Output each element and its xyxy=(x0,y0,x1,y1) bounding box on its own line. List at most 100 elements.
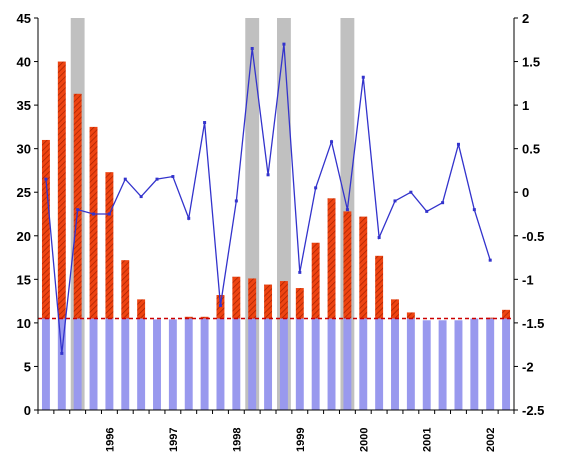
y-left-tick-label: 0 xyxy=(24,403,31,418)
tick-labels: 0 5 10 15 20 25 30 35 40 45 -2.5 -2 -1.5 -1 -0.5 0 0.5 1 1… xyxy=(17,11,545,452)
y-left-tick-label: 15 xyxy=(17,272,31,287)
line-point xyxy=(203,121,207,125)
y-left-tick-label: 40 xyxy=(17,55,31,70)
bar-base xyxy=(391,318,399,410)
y-left-tick-label: 5 xyxy=(24,359,31,374)
bar-excess xyxy=(327,198,336,319)
y-left-tick-label: 25 xyxy=(17,185,31,200)
line-point xyxy=(456,142,460,146)
line-point xyxy=(171,175,175,179)
line-point xyxy=(377,236,381,240)
bar-excess xyxy=(343,211,352,319)
line-point xyxy=(60,351,64,355)
line-point xyxy=(92,212,96,216)
bar-excess xyxy=(359,216,368,319)
bar-excess xyxy=(406,312,415,319)
y-left-tick-label: 20 xyxy=(17,229,31,244)
bar-excess xyxy=(73,93,82,319)
bar-excess xyxy=(264,284,273,319)
bar-excess xyxy=(295,288,304,319)
y-right-tick-label: -2.5 xyxy=(522,403,544,418)
bar-base xyxy=(422,320,431,410)
bar-excess xyxy=(502,309,511,319)
x-tick-label: 1996 xyxy=(104,428,116,452)
bar-base xyxy=(502,318,511,410)
line-point xyxy=(488,258,492,262)
bar-excess xyxy=(486,317,495,319)
bar-excess xyxy=(137,299,146,319)
line-series xyxy=(44,42,492,355)
bar-base xyxy=(153,319,161,410)
bar-base xyxy=(168,319,177,410)
bar-excess xyxy=(311,242,320,319)
bar-excess xyxy=(184,316,193,319)
bar-base xyxy=(105,318,114,410)
line-point xyxy=(187,216,191,220)
y-right-tick-label: 2 xyxy=(522,11,529,26)
line-point xyxy=(345,208,349,212)
bar-base xyxy=(121,318,130,410)
y-right-tick-label: -1.5 xyxy=(522,316,544,331)
y-right-tick-label: -2 xyxy=(522,359,534,374)
x-tick-label: 2000 xyxy=(358,428,370,452)
line-point xyxy=(155,177,159,181)
y-left-tick-label: 45 xyxy=(17,11,31,26)
bar-excess xyxy=(375,255,384,319)
y-left-tick-label: 35 xyxy=(17,98,31,113)
line-point xyxy=(393,199,397,203)
line-point xyxy=(330,140,334,144)
bar-base xyxy=(470,318,479,410)
y-right-tick-label: 1.5 xyxy=(522,55,540,70)
bar-base xyxy=(73,318,82,410)
bar-excess xyxy=(232,276,241,319)
x-tick-label: 1999 xyxy=(295,428,307,452)
x-tick-label: 1998 xyxy=(231,428,243,452)
line-point xyxy=(361,75,365,79)
line-point xyxy=(266,173,270,177)
y-right-tick-label: 0 xyxy=(522,185,529,200)
line-point xyxy=(425,209,429,213)
bar-base xyxy=(406,318,415,410)
line-point xyxy=(472,208,476,212)
bar-excess xyxy=(89,126,98,319)
line-point xyxy=(107,212,111,216)
x-tick-label: 2002 xyxy=(485,428,497,452)
axes xyxy=(34,17,518,414)
bar-base xyxy=(216,318,225,410)
bar-base xyxy=(248,318,257,410)
line-point xyxy=(409,190,413,194)
bar-base xyxy=(57,318,66,410)
bar-base xyxy=(200,318,209,410)
line-point xyxy=(234,199,238,203)
line-point xyxy=(218,303,222,307)
bar-excess xyxy=(121,260,130,319)
y-right-tick-label: 0.5 xyxy=(522,142,540,157)
bar-base xyxy=(359,318,368,410)
y-left-tick-label: 10 xyxy=(17,316,31,331)
bar-base xyxy=(486,318,495,410)
line-point xyxy=(76,208,80,212)
bar-excess xyxy=(391,299,399,319)
line-point xyxy=(250,46,254,50)
bar-base xyxy=(184,318,193,410)
x-tick-label: 2001 xyxy=(422,428,434,452)
bar-excess xyxy=(248,278,257,319)
bar-base xyxy=(295,318,304,410)
line-point xyxy=(441,201,445,205)
bar-base xyxy=(343,318,352,410)
line-point xyxy=(282,42,286,46)
bar-excess xyxy=(105,172,114,319)
bar-excess xyxy=(279,281,288,319)
bar-base xyxy=(327,318,336,410)
bar-base xyxy=(375,318,384,410)
bar-base xyxy=(311,318,320,410)
y-right-tick-label: -1 xyxy=(522,272,534,287)
bar-base xyxy=(89,318,98,410)
bar-excess xyxy=(200,316,209,319)
bar-base xyxy=(438,320,447,410)
y-right-tick-label: 1 xyxy=(522,98,529,113)
line-point xyxy=(139,195,143,199)
x-tick-label: 1997 xyxy=(168,428,180,452)
y-right-tick-label: -0.5 xyxy=(522,229,544,244)
